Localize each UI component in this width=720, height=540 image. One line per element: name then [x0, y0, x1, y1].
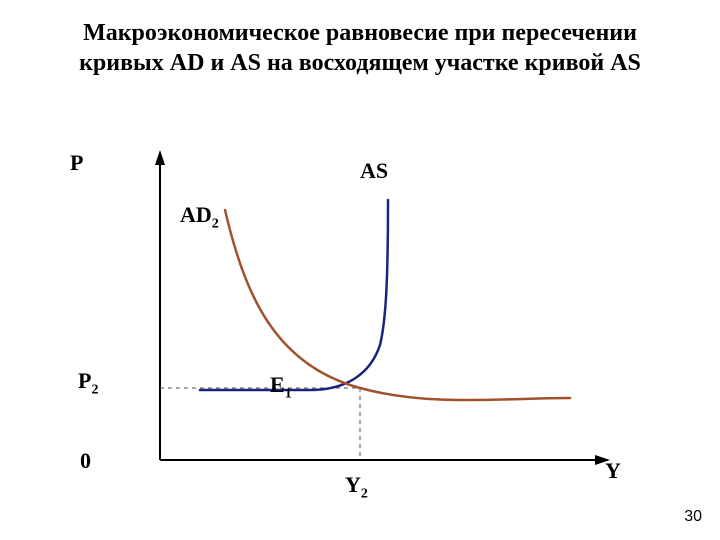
label-P: P — [70, 150, 83, 176]
label-P2: P2 — [78, 368, 98, 398]
page-number: 30 — [684, 508, 702, 526]
label-AS: AS — [360, 158, 388, 184]
slide-title: Макроэкономическое равновесие при пересе… — [60, 18, 660, 78]
label-E1: E1 — [270, 372, 292, 402]
chart-area: P AS AD2 P2 E1 0 Y2 Y — [70, 140, 630, 500]
label-AD2: AD2 — [180, 202, 219, 232]
label-origin: 0 — [80, 448, 91, 474]
label-Y: Y — [605, 458, 621, 484]
label-Y2: Y2 — [345, 472, 368, 502]
chart-svg — [70, 140, 630, 500]
